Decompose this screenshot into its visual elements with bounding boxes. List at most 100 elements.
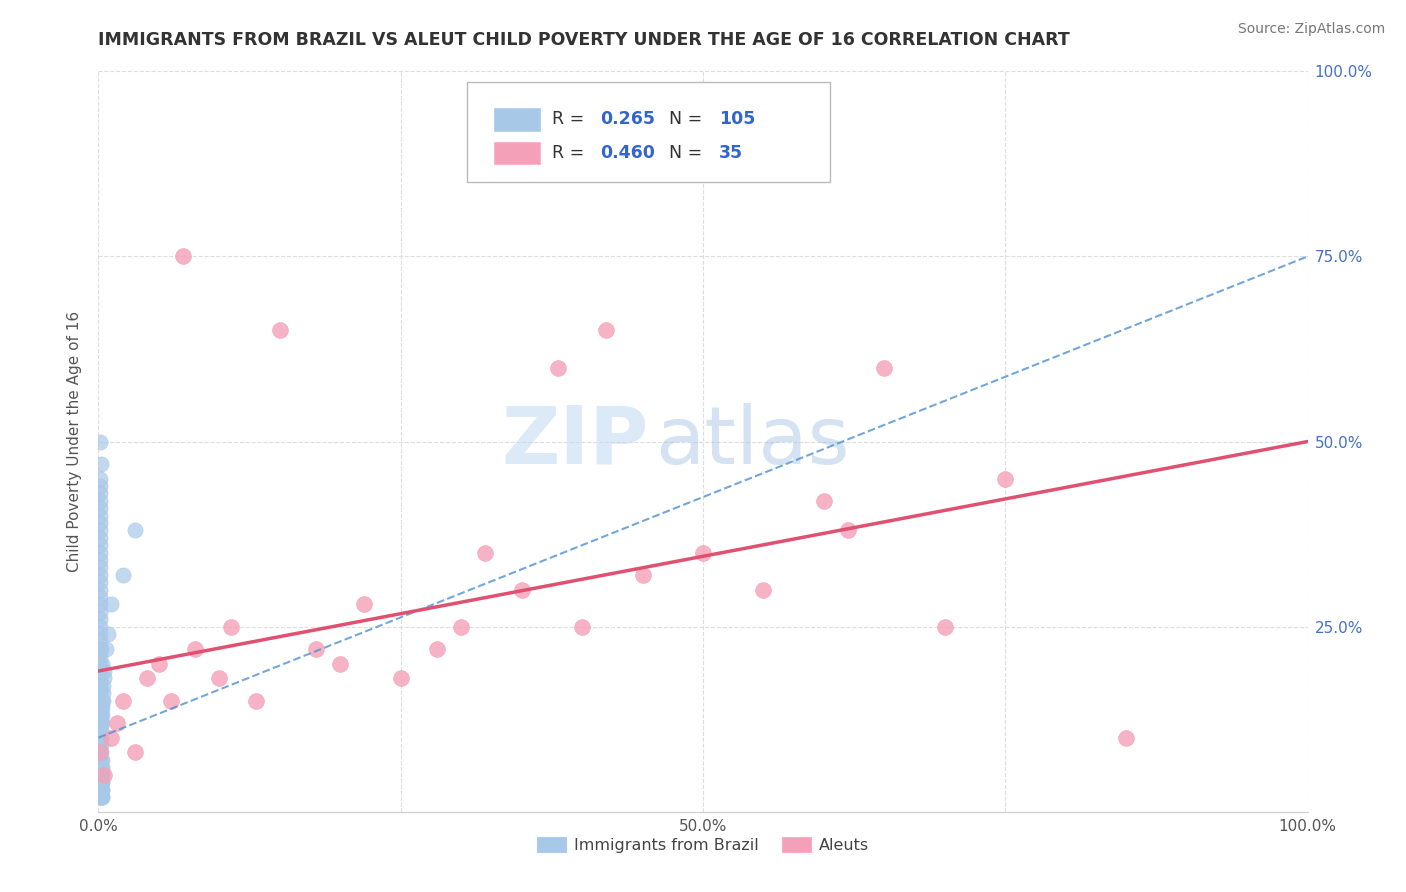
- Point: [89, 575, 111, 590]
- Text: IMMIGRANTS FROM BRAZIL VS ALEUT CHILD POVERTY UNDER THE AGE OF 16 CORRELATION CH: IMMIGRANTS FROM BRAZIL VS ALEUT CHILD PO…: [98, 31, 1070, 49]
- Point: [184, 641, 207, 656]
- Point: [111, 567, 134, 582]
- Point: [90, 775, 112, 789]
- Point: [90, 457, 112, 471]
- Point: [105, 715, 128, 730]
- Point: [90, 782, 112, 797]
- Point: [90, 767, 112, 781]
- Point: [90, 641, 112, 656]
- Point: [90, 767, 112, 781]
- Point: [90, 731, 112, 745]
- Point: [91, 715, 114, 730]
- Point: [89, 641, 111, 656]
- Point: [89, 598, 111, 612]
- Point: [474, 546, 496, 560]
- Point: [837, 524, 859, 538]
- Point: [450, 619, 472, 633]
- Point: [245, 694, 267, 708]
- Point: [389, 672, 412, 686]
- Point: [547, 360, 569, 375]
- Point: [90, 760, 112, 774]
- Point: [89, 789, 111, 804]
- Text: 35: 35: [718, 144, 742, 161]
- Point: [89, 731, 111, 745]
- Point: [89, 486, 111, 500]
- Point: [994, 471, 1017, 485]
- Point: [160, 694, 183, 708]
- Point: [90, 723, 112, 738]
- Point: [91, 694, 114, 708]
- Point: [631, 567, 654, 582]
- Point: [89, 738, 111, 752]
- Point: [89, 567, 111, 582]
- Point: [89, 627, 111, 641]
- Point: [91, 782, 114, 797]
- Point: [813, 493, 835, 508]
- Point: [148, 657, 170, 671]
- Point: [93, 672, 115, 686]
- Point: [89, 582, 111, 597]
- Point: [89, 694, 111, 708]
- Point: [89, 605, 111, 619]
- Point: [90, 782, 112, 797]
- Point: [89, 746, 111, 760]
- Point: [89, 634, 111, 648]
- Point: [111, 694, 134, 708]
- Point: [90, 782, 112, 797]
- Point: [752, 582, 775, 597]
- Point: [89, 590, 111, 604]
- Point: [91, 694, 114, 708]
- Point: [90, 701, 112, 715]
- Point: [510, 582, 533, 597]
- Point: [90, 782, 112, 797]
- Point: [1115, 731, 1137, 745]
- Point: [89, 434, 111, 449]
- Point: [91, 753, 114, 767]
- Point: [692, 546, 714, 560]
- Point: [91, 767, 114, 781]
- Point: [90, 760, 112, 774]
- Point: [91, 775, 114, 789]
- FancyBboxPatch shape: [494, 109, 540, 130]
- Point: [90, 775, 112, 789]
- Point: [89, 775, 111, 789]
- Point: [89, 723, 111, 738]
- FancyBboxPatch shape: [494, 142, 540, 164]
- Point: [94, 641, 117, 656]
- Text: ZIP: ZIP: [502, 402, 648, 481]
- Point: [89, 560, 111, 574]
- Point: [89, 746, 111, 760]
- Point: [91, 760, 114, 774]
- Point: [90, 746, 112, 760]
- Point: [90, 767, 112, 781]
- Point: [89, 715, 111, 730]
- Text: N =: N =: [669, 144, 707, 161]
- Point: [91, 679, 114, 693]
- Point: [100, 731, 122, 745]
- Point: [90, 789, 112, 804]
- Point: [89, 501, 111, 516]
- Text: R =: R =: [551, 111, 589, 128]
- Point: [208, 672, 231, 686]
- Point: [89, 493, 111, 508]
- Point: [91, 789, 114, 804]
- Point: [91, 789, 114, 804]
- Point: [90, 789, 112, 804]
- Point: [90, 782, 112, 797]
- Point: [221, 619, 243, 633]
- Point: [89, 516, 111, 530]
- Point: [91, 708, 114, 723]
- Point: [89, 760, 111, 774]
- Point: [89, 508, 111, 523]
- Point: [873, 360, 896, 375]
- Point: [124, 524, 146, 538]
- Point: [89, 612, 111, 626]
- Point: [90, 775, 112, 789]
- Point: [89, 546, 111, 560]
- Text: atlas: atlas: [655, 402, 849, 481]
- FancyBboxPatch shape: [467, 82, 830, 183]
- Point: [89, 479, 111, 493]
- Point: [89, 708, 111, 723]
- Point: [91, 775, 114, 789]
- Point: [89, 657, 111, 671]
